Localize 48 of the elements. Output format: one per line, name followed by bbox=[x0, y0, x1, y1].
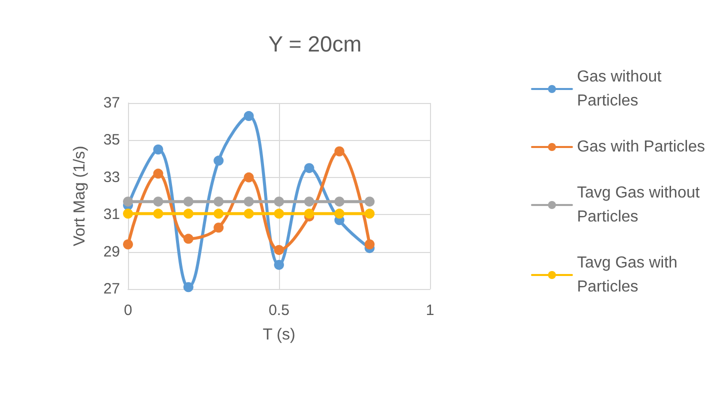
point bbox=[274, 196, 284, 207]
point bbox=[274, 208, 284, 219]
x-tick-label: 0.5 bbox=[268, 302, 290, 319]
point bbox=[214, 196, 224, 207]
point bbox=[364, 239, 375, 250]
chart-title: Y = 20cm bbox=[268, 32, 362, 56]
y-tick-label: 33 bbox=[103, 168, 120, 186]
point bbox=[364, 208, 375, 219]
point bbox=[183, 234, 194, 244]
point bbox=[334, 196, 344, 207]
y-tick-label: 35 bbox=[103, 132, 120, 149]
point bbox=[334, 208, 344, 219]
legend-label: Tavg Gas without Particles bbox=[576, 184, 700, 226]
x-axis-title: T (s) bbox=[262, 326, 296, 344]
point bbox=[244, 196, 254, 207]
point bbox=[183, 282, 194, 292]
point bbox=[304, 208, 314, 219]
x-tick-label: 0 bbox=[124, 302, 132, 319]
y-axis-title: Vort Mag (1/s) bbox=[72, 146, 88, 246]
point bbox=[274, 244, 284, 255]
point bbox=[123, 208, 133, 219]
point bbox=[304, 196, 314, 207]
legend-label: Gas with Particles bbox=[576, 138, 706, 156]
point bbox=[183, 196, 194, 207]
point bbox=[244, 172, 254, 182]
point bbox=[274, 260, 284, 270]
point bbox=[244, 111, 254, 122]
point bbox=[214, 222, 224, 233]
x-tick-label: 1 bbox=[426, 302, 434, 319]
point bbox=[183, 208, 194, 219]
point bbox=[123, 196, 133, 207]
y-tick-label: 31 bbox=[103, 206, 120, 224]
point bbox=[364, 196, 375, 207]
point bbox=[153, 144, 164, 154]
point bbox=[244, 208, 254, 219]
y-tick-label: 37 bbox=[103, 94, 120, 112]
point bbox=[153, 196, 164, 207]
point bbox=[214, 156, 224, 166]
point bbox=[304, 163, 314, 174]
legend-label: Gas without Particles bbox=[576, 68, 662, 110]
point bbox=[214, 208, 224, 219]
point bbox=[153, 168, 164, 179]
y-tick-label: 29 bbox=[103, 243, 120, 260]
point bbox=[334, 146, 344, 156]
point bbox=[123, 239, 133, 250]
point bbox=[153, 208, 164, 219]
legend-label: Tavg Gas with Particles bbox=[576, 254, 678, 296]
y-tick-label: 27 bbox=[103, 280, 120, 298]
